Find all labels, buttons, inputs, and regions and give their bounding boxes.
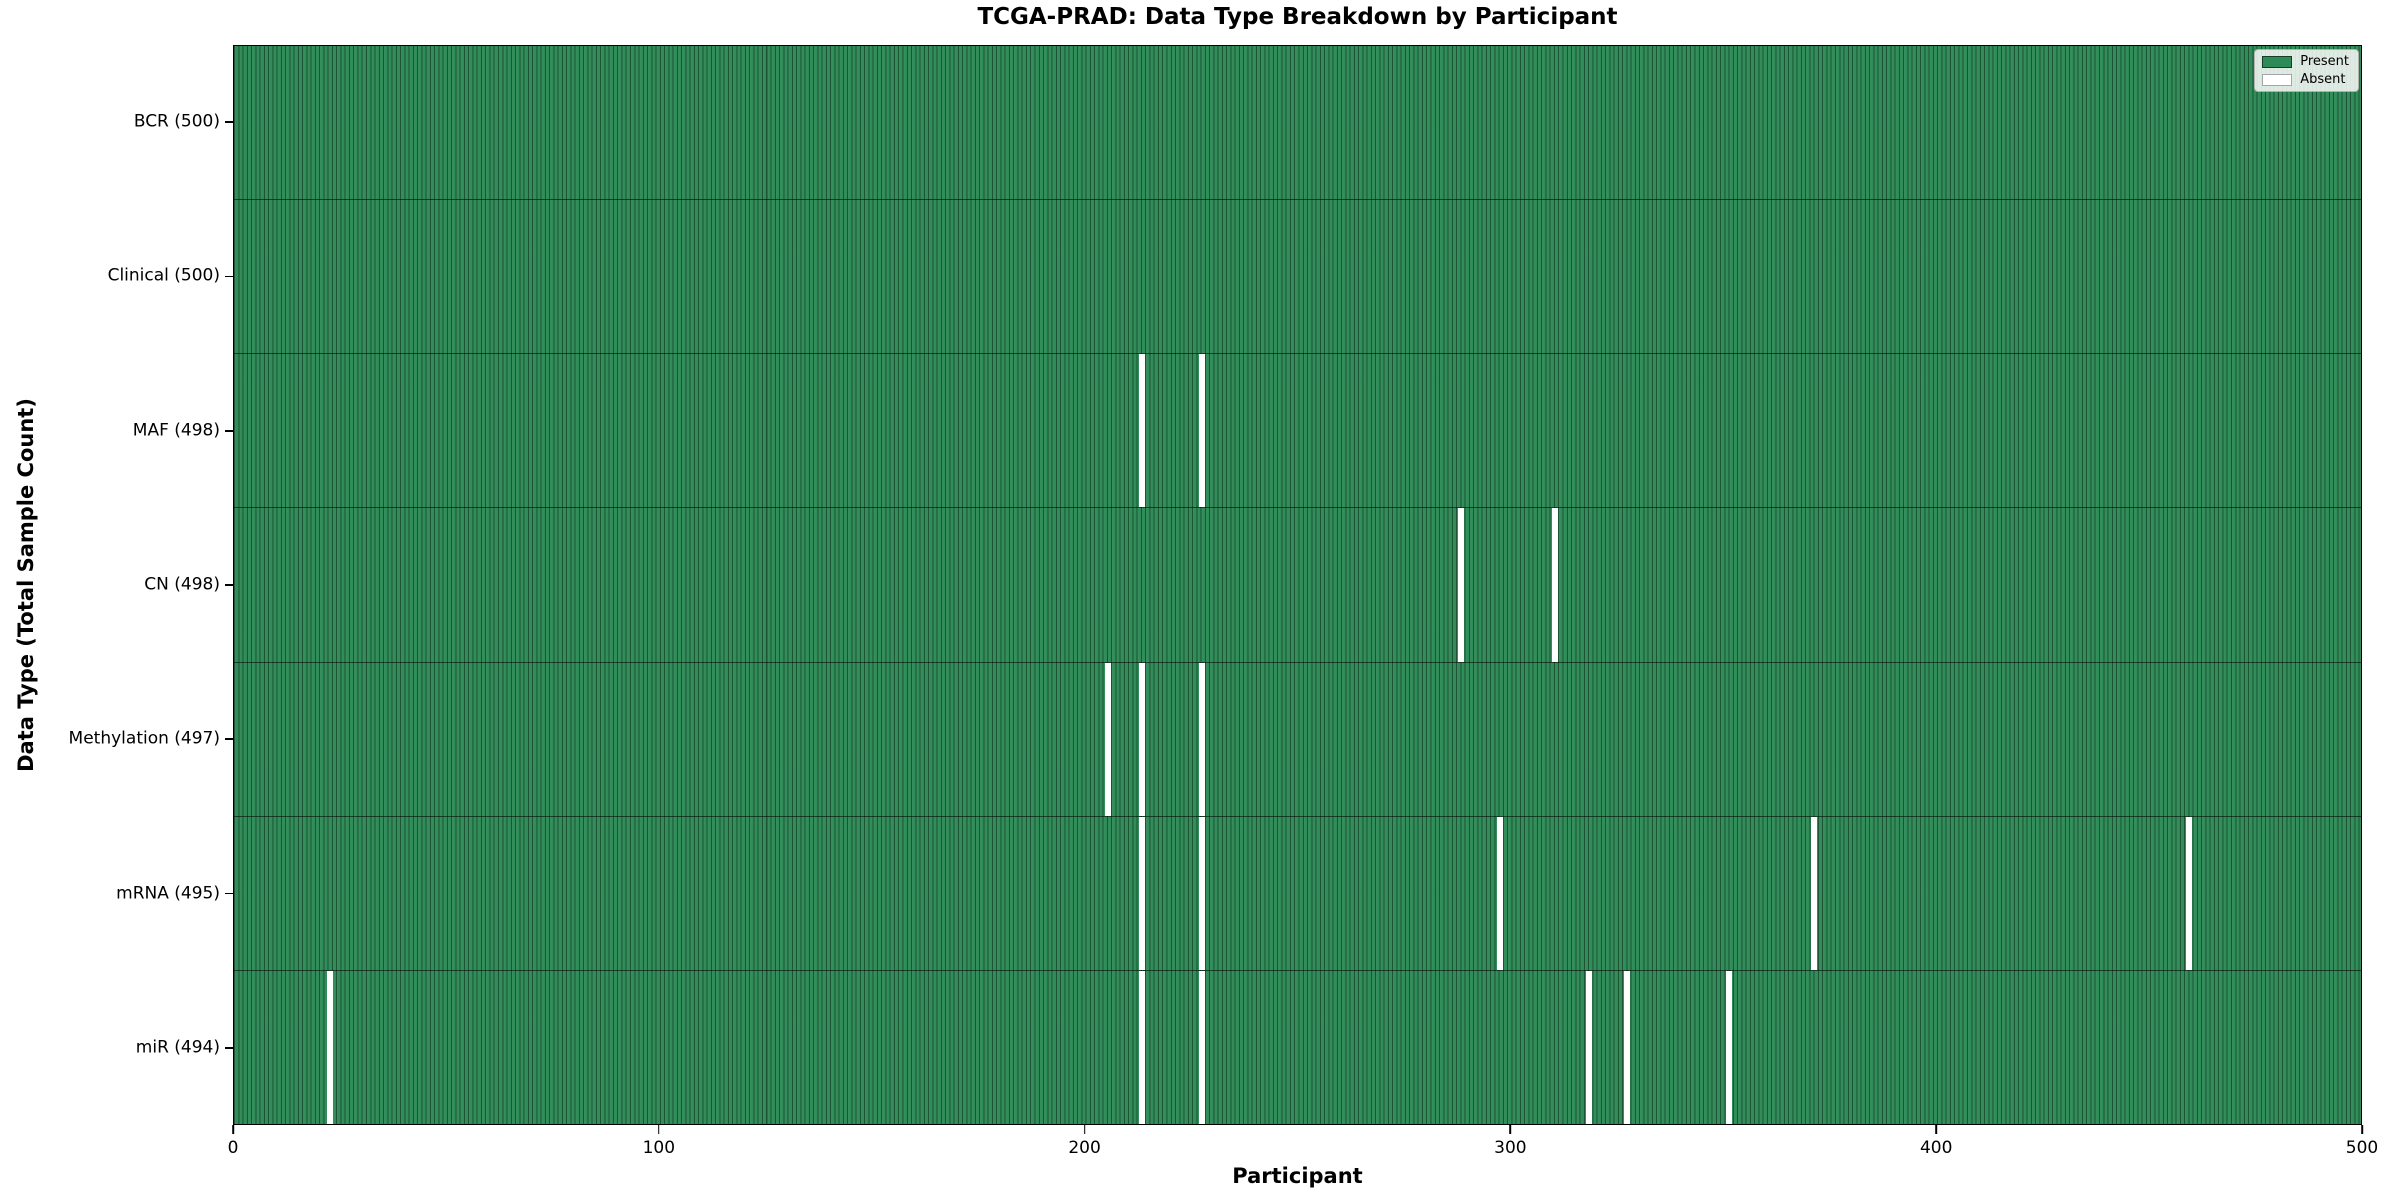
xtick-mark-100 bbox=[658, 1125, 660, 1134]
legend-label-absent: Absent bbox=[2300, 72, 2346, 87]
heatmap-row-BCR bbox=[234, 46, 2361, 201]
xtick-label-0: 0 bbox=[227, 1138, 239, 1158]
chart-title: TCGA-PRAD: Data Type Breakdown by Partic… bbox=[977, 4, 1618, 30]
absent-bar-mRNA-371 bbox=[1811, 816, 1818, 970]
xtick-label-200: 200 bbox=[1068, 1138, 1101, 1158]
absent-bar-miR-227 bbox=[1198, 970, 1205, 1124]
xtick-label-500: 500 bbox=[2345, 1138, 2379, 1158]
legend-item-present: Present bbox=[2262, 55, 2349, 68]
legend-label-present: Present bbox=[2300, 54, 2349, 69]
xtick-mark-400 bbox=[1935, 1125, 1937, 1134]
ytick-mark-Methylation bbox=[225, 738, 233, 741]
xtick-label-100: 100 bbox=[642, 1138, 676, 1158]
ytick-mark-Clinical bbox=[225, 275, 233, 278]
absent-swatch bbox=[2262, 73, 2293, 86]
heatmap-row-Methylation bbox=[234, 662, 2361, 817]
xtick-label-300: 300 bbox=[1494, 1138, 1527, 1158]
legend-item-absent: Absent bbox=[2262, 73, 2349, 86]
xtick-mark-200 bbox=[1083, 1125, 1086, 1134]
heatmap-rows-container bbox=[234, 46, 2361, 1124]
heatmap-row-mRNA bbox=[234, 816, 2361, 971]
ytick-label-MAF: MAF (498) bbox=[132, 420, 220, 441]
absent-bar-mRNA-213 bbox=[1139, 816, 1146, 970]
ytick-label-miR: miR (494) bbox=[135, 1037, 220, 1058]
xtick-mark-300 bbox=[1509, 1125, 1512, 1134]
x-axis-title: Participant bbox=[1232, 1164, 1363, 1188]
heatmap-row-MAF bbox=[234, 354, 2361, 509]
absent-bar-miR-213 bbox=[1139, 970, 1146, 1124]
absent-bar-miR-327 bbox=[1624, 970, 1631, 1124]
absent-bar-miR-22 bbox=[326, 970, 333, 1124]
absent-bar-mRNA-227 bbox=[1198, 816, 1205, 970]
ytick-label-Methylation: Methylation (497) bbox=[68, 728, 220, 749]
ytick-label-BCR: BCR (500) bbox=[133, 111, 220, 132]
ytick-label-CN: CN (498) bbox=[144, 574, 220, 595]
absent-bar-CN-310 bbox=[1551, 508, 1558, 662]
absent-bar-Methylation-213 bbox=[1139, 662, 1146, 816]
absent-bar-MAF-227 bbox=[1198, 354, 1205, 508]
xtick-mark-500 bbox=[2361, 1125, 2363, 1134]
present-swatch bbox=[2262, 55, 2293, 68]
heatmap-row-CN bbox=[234, 508, 2361, 663]
absent-bar-miR-351 bbox=[1726, 970, 1733, 1124]
legend: Present Absent bbox=[2254, 49, 2359, 92]
ytick-label-Clinical: Clinical (500) bbox=[107, 265, 220, 286]
absent-bar-Methylation-205 bbox=[1105, 662, 1112, 816]
ytick-label-mRNA: mRNA (495) bbox=[116, 883, 220, 904]
plot-area: Present Absent bbox=[233, 45, 2362, 1125]
ytick-mark-MAF bbox=[225, 429, 233, 432]
ytick-mark-CN bbox=[225, 584, 233, 586]
absent-bar-mRNA-297 bbox=[1496, 816, 1503, 970]
absent-bar-Methylation-227 bbox=[1198, 662, 1205, 816]
ytick-mark-mRNA bbox=[225, 892, 233, 895]
heatmap-row-Clinical bbox=[234, 200, 2361, 355]
absent-bar-mRNA-459 bbox=[2185, 816, 2192, 970]
absent-bar-CN-288 bbox=[1458, 508, 1465, 662]
ytick-mark-BCR bbox=[225, 121, 233, 123]
absent-bar-miR-318 bbox=[1585, 970, 1592, 1124]
xtick-mark-0 bbox=[232, 1125, 234, 1134]
xtick-label-400: 400 bbox=[1919, 1138, 1953, 1158]
absent-bar-MAF-213 bbox=[1139, 354, 1146, 508]
ytick-mark-miR bbox=[225, 1047, 233, 1049]
heatmap-row-miR bbox=[234, 970, 2361, 1124]
